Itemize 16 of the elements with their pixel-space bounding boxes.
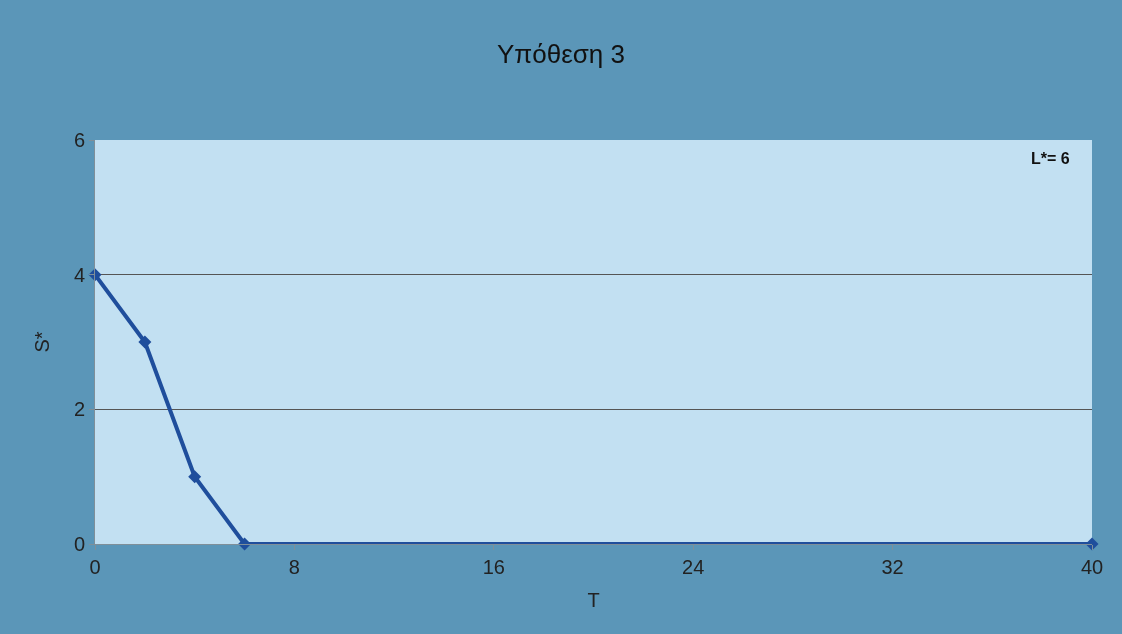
- annotation: L*= 6: [1031, 150, 1070, 167]
- x-tick-label: 32: [881, 556, 904, 578]
- x-axis-title: T: [587, 588, 600, 611]
- y-tick-label: 0: [73, 533, 85, 555]
- y-tick-label: 4: [73, 263, 85, 286]
- x-tick-label: 24: [682, 556, 705, 578]
- point: [138, 335, 152, 349]
- point: [188, 470, 202, 484]
- x-tick-label: 0: [89, 556, 101, 578]
- x-tick-label: 16: [482, 556, 505, 578]
- chart-title: Υπόθεση 3: [497, 38, 625, 69]
- y-tick-label: 2: [73, 398, 85, 421]
- x-tick-label: 40: [1080, 556, 1104, 578]
- y-tick-label: 6: [73, 129, 85, 151]
- y-axis-title: S*: [31, 331, 54, 353]
- x-tick-label: 8: [288, 556, 300, 578]
